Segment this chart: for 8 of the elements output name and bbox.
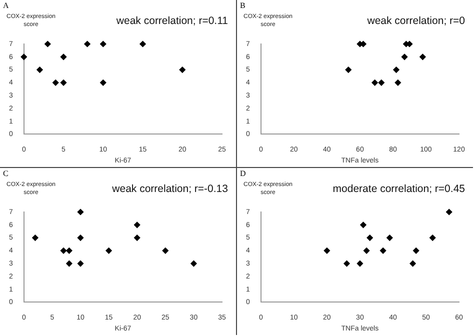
text: weak correlation; r=-0.13	[112, 183, 228, 195]
chart-title: A	[3, 1, 9, 10]
text: weak correlation; r=0.11	[116, 15, 228, 27]
chart-title: D	[240, 169, 246, 178]
chart-title: B	[240, 1, 246, 10]
text: moderate correlation; r=0.45	[332, 183, 465, 195]
chart-title: C	[3, 169, 8, 178]
text: weak correlation; r=0	[367, 15, 465, 27]
